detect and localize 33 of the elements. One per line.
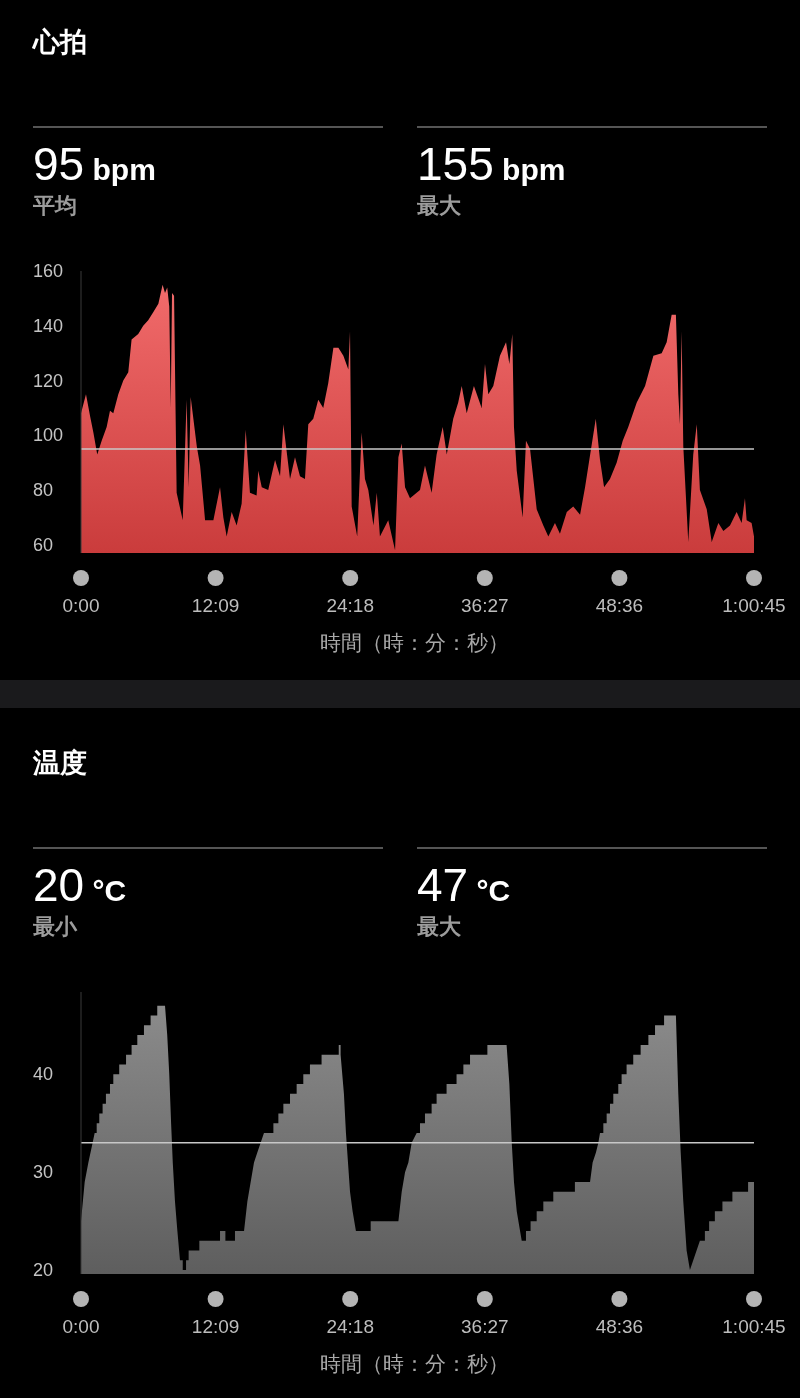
text: 最大 [417,193,461,219]
x-axis-title: 時間（時：分：秒） [318,630,510,656]
x-tick-label: 48:36 [595,594,644,616]
chart-title: 心拍 [33,27,87,57]
text: 最小 [33,914,77,940]
text: 95 bpm [33,138,156,190]
text: 47 °C [417,859,511,911]
text: 最大 [417,914,461,940]
x-tick-label: 36:27 [461,594,509,616]
text: 155 bpm [417,138,566,190]
x-tick-label: 24:18 [326,594,374,616]
y-tick-label: 30 [33,1162,54,1183]
y-tick-label: 40 [33,1064,54,1085]
y-tick-label: 100 [33,425,64,446]
x-tick-label: 1:00:45 [722,1315,786,1337]
x-tick-label: 24:18 [326,1315,374,1337]
x-tick-label: 0:00 [62,1315,100,1337]
x-tick-label: 12:09 [191,594,240,616]
y-tick-label: 160 [33,261,64,281]
x-axis-title: 時間（時：分：秒） [318,1351,510,1377]
x-tick-label: 0:00 [62,594,100,616]
x-tick-label: 48:36 [595,1315,644,1337]
x-tick-label: 1:00:45 [722,594,786,616]
y-tick-label: 140 [33,315,64,336]
text: 平均 [33,193,77,219]
y-tick-label: 20 [33,1260,54,1281]
y-tick-label: 60 [33,534,54,555]
chart-title: 温度 [33,748,87,778]
text: 20 °C [33,859,127,911]
x-tick-label: 36:27 [461,1315,509,1337]
x-tick-label: 12:09 [191,1315,240,1337]
y-tick-label: 80 [33,480,54,501]
y-tick-label: 120 [33,370,64,391]
